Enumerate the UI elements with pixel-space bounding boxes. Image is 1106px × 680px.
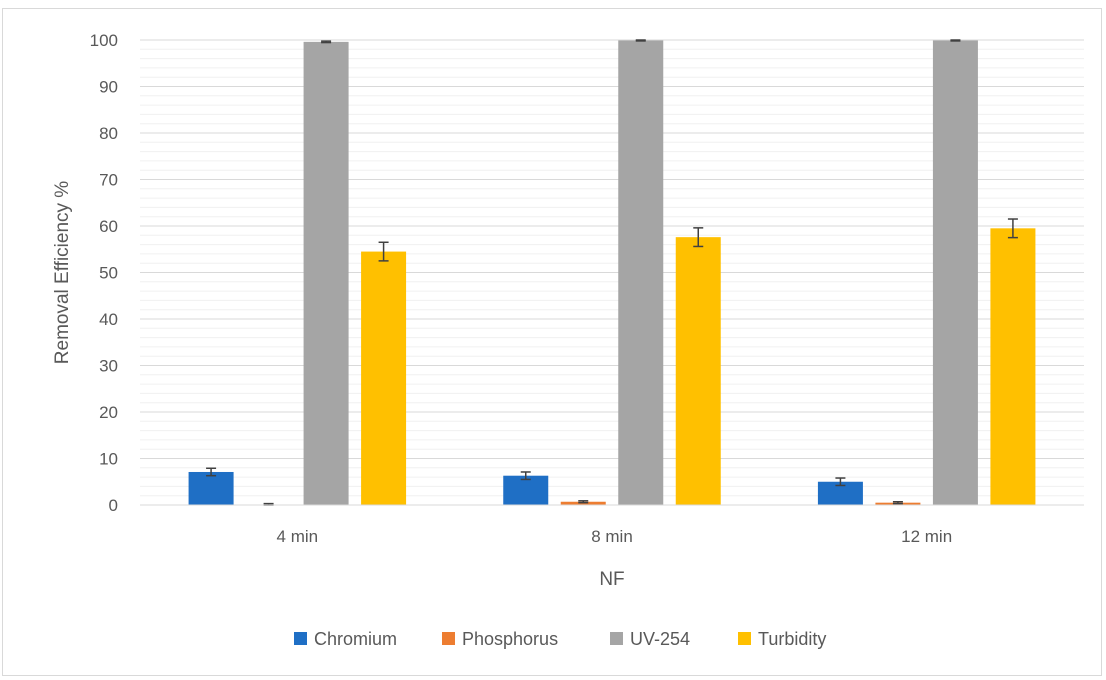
legend: Chromium Phosphorus UV-254 Turbidity (294, 629, 826, 649)
x-tick-label: 8 min (591, 527, 633, 546)
y-tick-label: 90 (99, 78, 118, 97)
y-tick-label: 60 (99, 217, 118, 236)
legend-label: UV-254 (630, 629, 690, 649)
bar-uv-254 (932, 40, 978, 506)
legend-swatch (442, 632, 455, 645)
bar-turbidity (361, 251, 407, 505)
x-tick-label: 4 min (277, 527, 319, 546)
legend-label: Phosphorus (462, 629, 558, 649)
legend-label: Turbidity (758, 629, 826, 649)
x-axis-title: NF (599, 569, 624, 590)
y-tick-label: 70 (99, 171, 118, 190)
legend-swatch (610, 632, 623, 645)
x-tick-label: 12 min (901, 527, 952, 546)
gridlines (140, 39, 1084, 497)
y-tick-label: 80 (99, 124, 118, 143)
legend-swatch (738, 632, 751, 645)
y-tick-label: 0 (109, 496, 118, 515)
bar-chromium (817, 481, 863, 505)
bar-turbidity (990, 228, 1036, 505)
y-tick-label: 20 (99, 403, 118, 422)
y-tick-labels: 0 10 20 30 40 50 60 70 80 90 100 (90, 31, 118, 515)
bars (188, 40, 1036, 506)
bar-turbidity (675, 237, 721, 505)
bar-chromium (188, 471, 234, 505)
legend-swatch (294, 632, 307, 645)
chart-frame (2, 8, 1102, 676)
y-tick-label: 10 (99, 450, 118, 469)
bar-chromium (503, 475, 549, 505)
y-tick-label: 50 (99, 264, 118, 283)
y-tick-label: 100 (90, 31, 118, 50)
y-tick-label: 40 (99, 310, 118, 329)
x-tick-labels: 4 min 8 min 12 min (277, 527, 953, 546)
error-bars (206, 39, 1018, 506)
bar-uv-254 (618, 40, 664, 506)
y-axis-title: Removal Efficiency % (52, 181, 73, 364)
bar-uv-254 (303, 41, 349, 506)
y-tick-label: 30 (99, 357, 118, 376)
legend-label: Chromium (314, 629, 397, 649)
